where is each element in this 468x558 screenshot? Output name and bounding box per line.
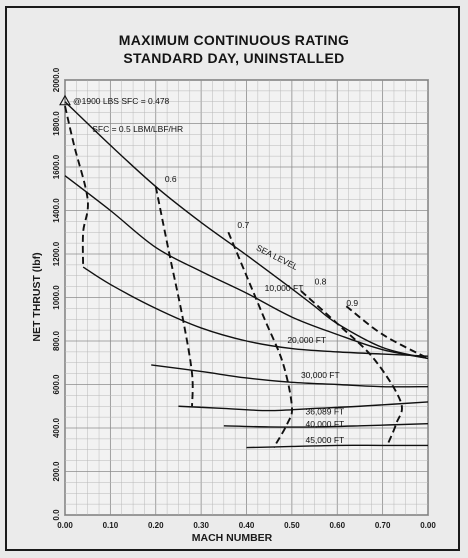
x-tick-label: 0.40	[239, 521, 255, 530]
y-tick-label: 1600.0	[52, 154, 61, 179]
y-tick-label: 1800.0	[52, 111, 61, 136]
y-tick-label: 200.0	[52, 461, 61, 482]
series-layer	[64, 101, 429, 449]
x-tick-label: 0.00	[57, 521, 73, 530]
annotation-label: 20,000 FT	[287, 335, 326, 345]
annotation-label: SFC = 0.5 LBM/LBF/HR	[92, 124, 183, 134]
y-tick-label: 2000.0	[52, 67, 61, 92]
annotation-label: 10,000 FT	[265, 283, 304, 293]
annotation-label: 36,089 FT	[305, 407, 344, 417]
y-axis-label: NET THRUST (lbf)	[31, 252, 43, 341]
annotation-label: 0.9	[346, 298, 358, 308]
tick-labels: 0.00 0.10 0.20 0.30 0.40 0.50 0.60 0.70 0.000.02…	[52, 67, 436, 530]
y-tick-label: 800.0	[52, 330, 61, 351]
triangle-marker-icon	[59, 94, 71, 106]
x-tick-label: 0.10	[103, 521, 119, 530]
annotation-label: @1900 LBS SFC = 0.478	[73, 96, 170, 106]
altitude-line-36-089-ft	[178, 401, 429, 412]
y-tick-label: 1200.0	[52, 241, 61, 266]
sfc-line-sfc-0-5-lbm-lbf-hr	[64, 105, 89, 268]
annotation-label: 0.6	[165, 174, 177, 184]
grid	[64, 79, 429, 516]
altitude-line-10-000-ft	[64, 175, 429, 360]
y-tick-label: 1400.0	[52, 198, 61, 223]
y-tick-label: 1000.0	[52, 285, 61, 310]
x-axis-label: MACH NUMBER	[192, 532, 273, 544]
y-tick-label: 600.0	[52, 374, 61, 395]
altitude-line-sea-level	[64, 101, 429, 360]
sfc-line-0-7	[227, 231, 293, 449]
y-tick-label: 0.0	[52, 509, 61, 521]
sfc-line-0-8	[300, 290, 403, 446]
x-tick-label: 0.60	[329, 521, 345, 530]
altitude-line-40-000-ft	[223, 422, 429, 428]
altitude-line-30-000-ft	[151, 364, 429, 388]
sfc-line-0-9	[345, 305, 429, 360]
annotation-label: 40,000 FT	[305, 419, 344, 429]
annotation-label: 0.8	[315, 276, 327, 286]
annotation-label: 45,000 FT	[305, 435, 344, 445]
sfc-line-0-6	[154, 186, 194, 407]
x-tick-label: 0.20	[148, 521, 164, 530]
y-tick-label: 400.0	[52, 417, 61, 438]
chart-subtitle: STANDARD DAY, UNINSTALLED	[123, 50, 345, 66]
x-tick-label: 0.00	[420, 521, 436, 530]
annotation-label: 0.7	[237, 220, 249, 230]
x-tick-label: 0.50	[284, 521, 300, 530]
altitude-line-45-000-ft	[246, 444, 428, 449]
x-tick-label: 0.70	[375, 521, 391, 530]
chart-title: MAXIMUM CONTINUOUS RATING	[118, 32, 350, 48]
annotation-label: 30,000 FT	[301, 370, 340, 380]
x-tick-label: 0.30	[193, 521, 209, 530]
